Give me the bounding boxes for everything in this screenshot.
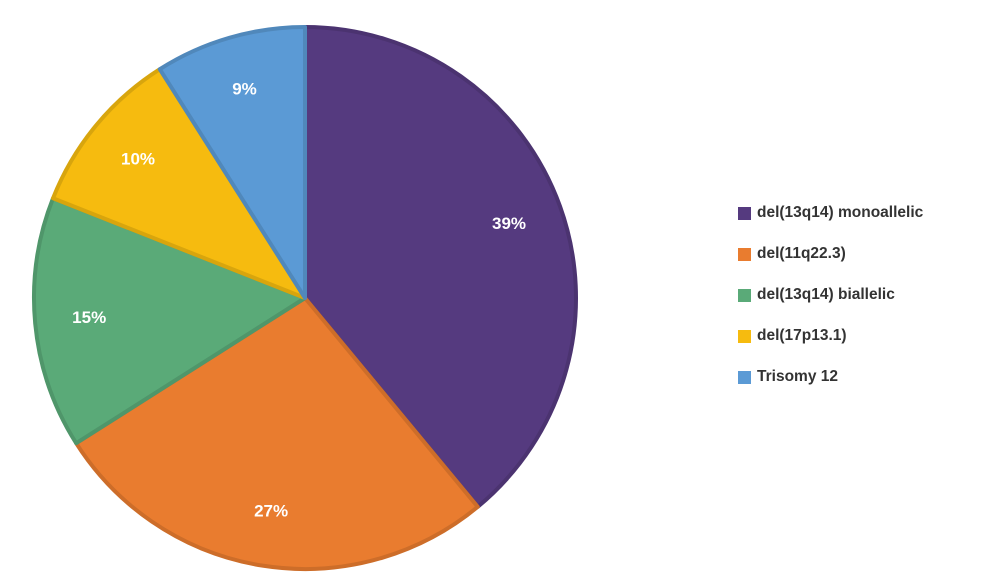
slice-value-label-del-13q14-biallelic: 15% [72,308,106,327]
pie-slices [32,25,578,571]
legend-swatch [738,206,751,220]
legend-item-del-13q14-monoallelic: del(13q14) monoallelic [738,203,923,223]
legend-item-del-17p13-1: del(17p13.1) [738,326,923,346]
legend-label: del(17p13.1) [757,327,847,344]
legend-label: del(11q22.3) [757,245,846,262]
legend-item-trisomy-12: Trisomy 12 [738,367,923,387]
legend-label: Trisomy 12 [757,368,838,385]
legend-swatch [738,288,751,302]
slice-value-label-del-17p13-1: 10% [121,149,155,168]
legend-item-del-13q14-biallelic: del(13q14) biallelic [738,285,923,305]
pie-slice-del-13q14-monoallelic [303,25,578,509]
legend-label: del(13q14) monoallelic [757,204,924,221]
legend-label: del(13q14) biallelic [757,286,895,303]
pie-slice-del-11q22-3 [74,296,480,571]
legend-swatch [738,247,751,261]
pie-slice-del-13q14-biallelic [32,196,307,446]
legend-item-del-11q22-3: del(11q22.3) [738,244,923,264]
slice-value-label-del-13q14-monoallelic: 39% [492,214,526,233]
legend-swatch [738,370,751,384]
slice-value-label-del-11q22-3: 27% [254,502,288,521]
pie-slice-del-17p13-1 [51,67,307,300]
pie-value-labels: 39% 27% 15% 10% 9% [72,79,526,520]
legend-swatch [738,329,751,343]
pie-slice-trisomy-12 [157,25,307,300]
legend: del(13q14) monoallelic del(11q22.3) del(13… [738,203,923,408]
slice-value-label-trisomy-12: 9% [232,79,257,98]
